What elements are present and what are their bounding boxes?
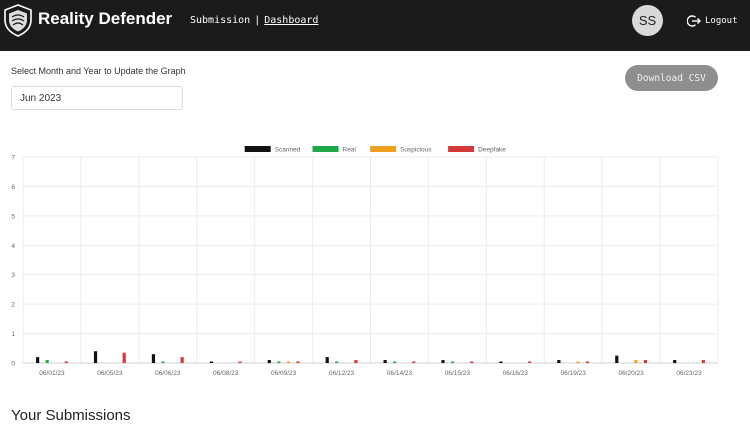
legend-swatch-real — [312, 146, 339, 152]
bar-scanned — [441, 360, 445, 363]
bar-scanned — [673, 360, 677, 363]
bar-deepfake — [701, 360, 705, 363]
bar-suspicious — [634, 360, 638, 363]
y-tick-label: 1 — [11, 331, 15, 338]
download-csv-button[interactable]: Download CSV — [625, 65, 718, 91]
nav-item-dashboard[interactable]: Dashboard — [264, 15, 319, 26]
x-tick-label: 06/16/23 — [503, 370, 529, 377]
legend-label-deepfake: Deepfake — [478, 147, 506, 154]
x-tick-label: 06/01/23 — [39, 370, 65, 377]
logout-icon — [687, 15, 701, 27]
month-select-label: Select Month and Year to Update the Grap… — [11, 66, 186, 76]
y-tick-label: 2 — [11, 302, 15, 309]
bar-scanned — [615, 355, 619, 363]
x-tick-label: 06/06/23 — [155, 370, 181, 377]
bar-deepfake — [180, 357, 184, 363]
x-tick-label: 06/14/23 — [387, 370, 413, 377]
shield-logo-icon[interactable] — [3, 4, 33, 37]
month-year-input[interactable] — [11, 86, 183, 110]
bar-deepfake — [64, 361, 68, 363]
bar-real — [393, 361, 397, 363]
x-tick-label: 06/09/23 — [271, 370, 297, 377]
bar-real — [45, 360, 49, 363]
legend-swatch-deepfake — [448, 146, 475, 152]
y-tick-label: 6 — [11, 184, 15, 191]
x-tick-label: 06/23/23 — [676, 370, 702, 377]
x-tick-label: 06/19/23 — [561, 370, 587, 377]
bar-deepfake — [296, 361, 300, 363]
legend-label-real: Real — [343, 147, 357, 154]
top-navigation-bar: Reality Defender Submission | Dashboard SS… — [0, 0, 750, 51]
bar-deepfake — [238, 361, 242, 363]
x-tick-label: 06/20/23 — [618, 370, 644, 377]
y-tick-label: 5 — [11, 213, 15, 220]
bar-deepfake — [354, 360, 358, 363]
logout-button[interactable]: Logout — [687, 13, 738, 29]
bar-deepfake — [528, 361, 532, 363]
x-tick-label: 06/15/23 — [445, 370, 471, 377]
nav-separator: | — [254, 15, 261, 26]
bar-real — [335, 361, 339, 363]
bar-suspicious — [576, 361, 580, 363]
x-tick-label: 06/08/23 — [213, 370, 239, 377]
legend-label-suspicious: Suspicious — [400, 147, 432, 154]
y-tick-label: 4 — [11, 243, 15, 250]
bar-real — [277, 361, 281, 363]
bar-suspicious — [286, 361, 291, 363]
bar-deepfake — [412, 361, 416, 363]
y-tick-label: 7 — [11, 155, 15, 162]
bar-scanned — [151, 354, 156, 363]
bar-deepfake — [585, 361, 590, 363]
legend-swatch-scanned — [244, 146, 271, 152]
y-tick-label: 3 — [11, 272, 15, 279]
bar-scanned — [267, 360, 271, 363]
main-nav: Submission | Dashboard — [190, 15, 318, 26]
bar-deepfake — [470, 361, 474, 363]
bar-deepfake — [643, 360, 648, 363]
logout-label: Logout — [705, 16, 738, 26]
bar-scanned — [209, 361, 213, 363]
y-tick-label: 0 — [11, 361, 15, 368]
your-submissions-heading: Your Submissions — [11, 407, 131, 424]
x-tick-label: 06/12/23 — [329, 370, 355, 377]
bar-scanned — [93, 351, 98, 363]
bar-real — [450, 361, 455, 363]
x-tick-label: 06/05/23 — [97, 370, 123, 377]
user-avatar[interactable]: SS — [632, 5, 663, 36]
brand-name[interactable]: Reality Defender — [38, 9, 173, 28]
nav-item-submission[interactable]: Submission — [190, 15, 251, 26]
bar-scanned — [557, 360, 561, 363]
bar-deepfake — [122, 352, 126, 363]
bar-scanned — [36, 357, 40, 363]
bar-scanned — [499, 361, 503, 363]
submissions-bar-chart: 0 1 2 3 4 5 6 7 06/01/23 06/05/23 06/06/23 06/08/23… — [11, 146, 719, 377]
bar-scanned — [383, 360, 387, 363]
legend-swatch-suspicious — [370, 146, 397, 152]
bar-real — [161, 361, 165, 363]
legend-label-scanned: Scanned — [275, 147, 301, 154]
bar-scanned — [325, 357, 329, 363]
